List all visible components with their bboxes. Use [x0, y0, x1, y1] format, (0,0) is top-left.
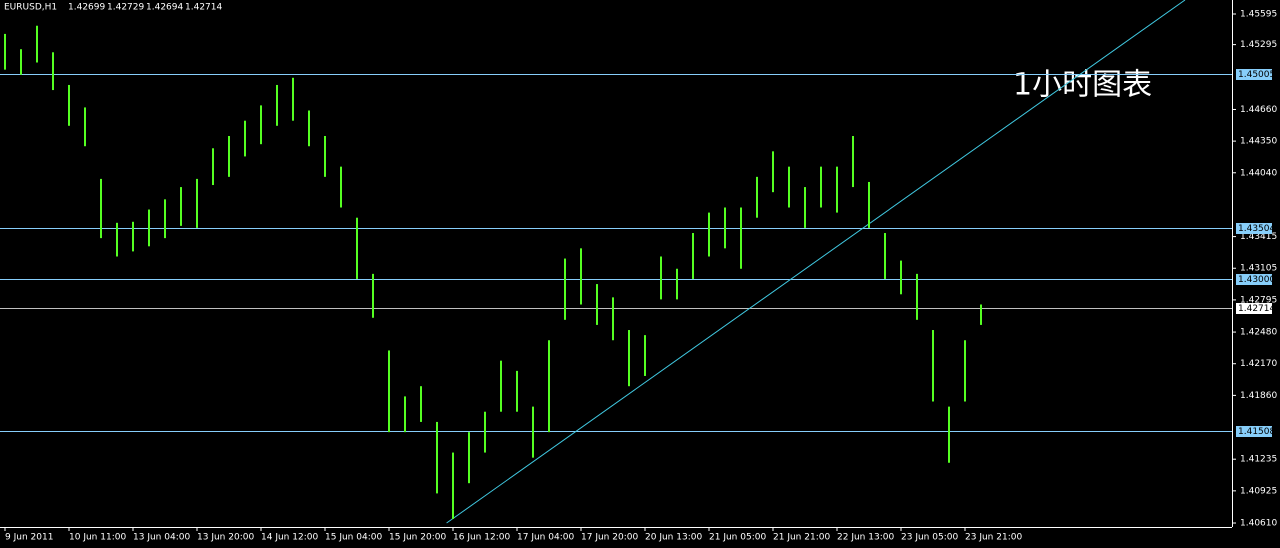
price-level-label: 1.43504 — [1238, 224, 1275, 234]
x-tick-label: 21 Jun 21:00 — [773, 533, 830, 543]
quote-high: 1.42729 — [107, 3, 144, 13]
x-tick-label: 10 Jun 11:00 — [69, 533, 126, 543]
y-tick-label: 1.44040 — [1240, 168, 1277, 178]
price-level-label: 1.45005 — [1238, 70, 1275, 80]
x-tick-label: 9 Jun 2011 — [5, 533, 53, 543]
price-level-tag — [1236, 426, 1272, 437]
quote-low: 1.42694 — [146, 3, 183, 13]
x-tick-label: 23 Jun 21:00 — [965, 533, 1022, 543]
quote-close: 1.42714 — [185, 3, 222, 13]
price-level-tag — [1236, 69, 1272, 80]
x-tick-label: 13 Jun 04:00 — [133, 533, 190, 543]
x-tick-label: 16 Jun 12:00 — [453, 533, 510, 543]
y-tick-label: 1.41235 — [1240, 455, 1277, 465]
x-tick-label: 23 Jun 05:00 — [901, 533, 958, 543]
x-tick-label: 17 Jun 04:00 — [517, 533, 574, 543]
x-tick-label: 14 Jun 12:00 — [261, 533, 318, 543]
x-tick-label: 15 Jun 20:00 — [389, 533, 446, 543]
x-tick-label: 21 Jun 05:00 — [709, 533, 766, 543]
y-tick-label: 1.44660 — [1240, 105, 1277, 115]
symbol: EURUSD,H1 — [4, 3, 57, 13]
y-tick-label: 1.40610 — [1240, 519, 1277, 529]
price-level-label: 1.41508 — [1238, 427, 1275, 437]
y-tick-label: 1.44350 — [1240, 137, 1277, 147]
price-level-label: 1.42714 — [1238, 304, 1275, 314]
price-level-tag — [1236, 274, 1272, 285]
y-tick-label: 1.40925 — [1240, 486, 1277, 496]
y-tick-label: 1.43415 — [1240, 232, 1277, 242]
y-tick-label: 1.45595 — [1240, 9, 1277, 19]
quote-open: 1.42699 — [68, 3, 105, 13]
x-tick-label: 17 Jun 20:00 — [581, 533, 638, 543]
y-tick-label: 1.43105 — [1240, 264, 1277, 274]
y-tick-label: 1.42795 — [1240, 295, 1277, 305]
trend-line — [446, 0, 1186, 524]
y-tick-label: 1.41860 — [1240, 391, 1277, 401]
y-tick-label: 1.42170 — [1240, 359, 1277, 369]
y-tick-label: 1.42480 — [1240, 328, 1277, 338]
x-tick-label: 15 Jun 04:00 — [325, 533, 382, 543]
x-tick-label: 20 Jun 13:00 — [645, 533, 702, 543]
x-tick-label: 22 Jun 13:00 — [837, 533, 894, 543]
price-level-tag — [1236, 223, 1272, 234]
price-level-label: 1.43000 — [1238, 275, 1275, 285]
x-tick-label: 13 Jun 20:00 — [197, 533, 254, 543]
price-level-tag — [1236, 303, 1272, 314]
annotation: 1小时图表 — [1013, 68, 1152, 103]
y-tick-label: 1.45295 — [1240, 40, 1277, 50]
